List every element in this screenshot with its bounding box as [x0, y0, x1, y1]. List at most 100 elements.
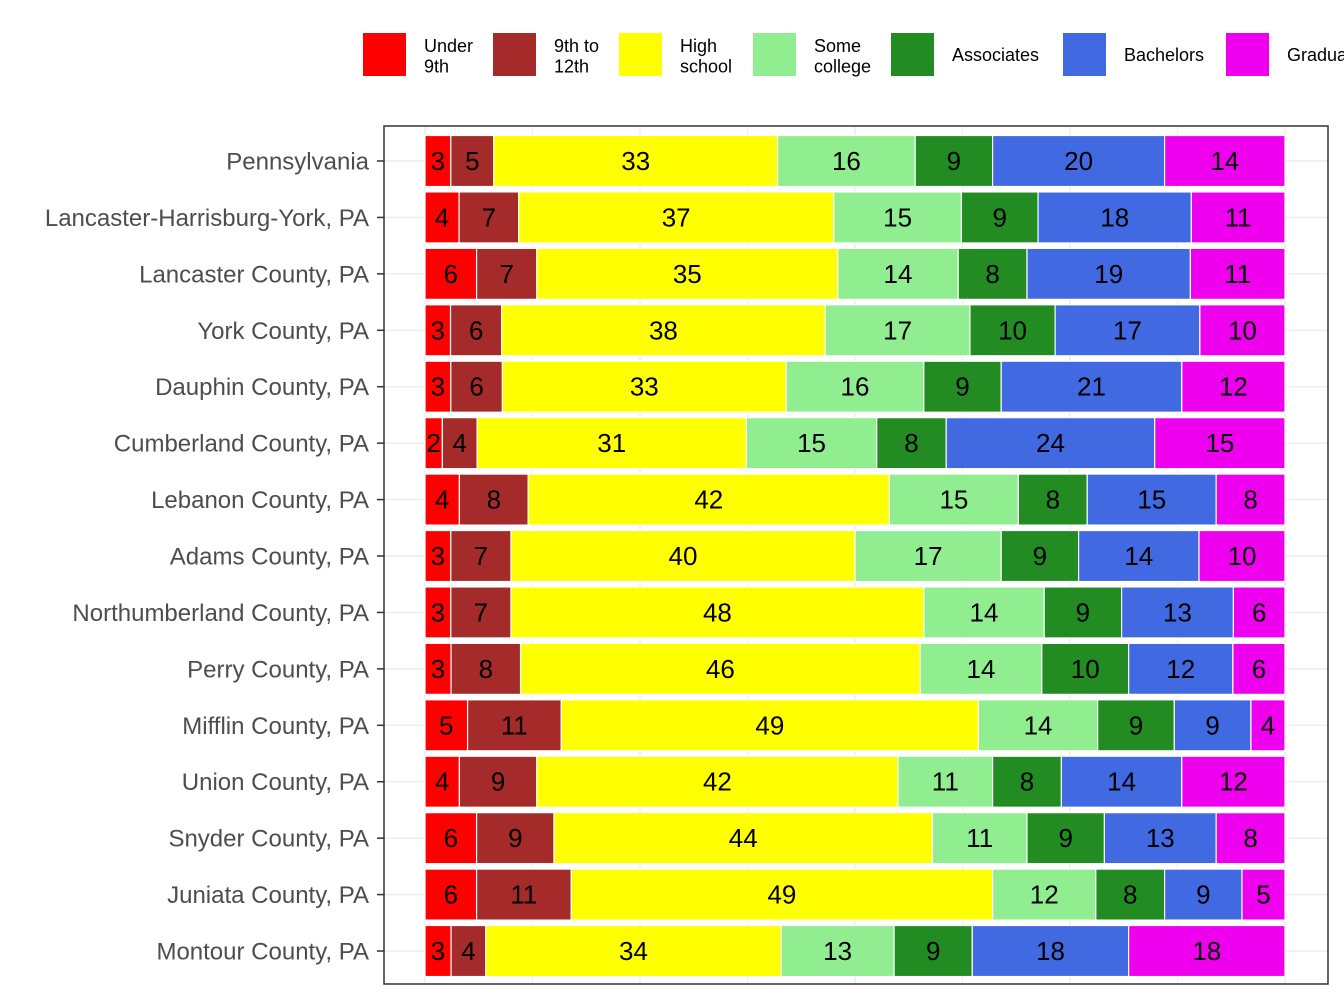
bar-segment — [1041, 642, 1130, 695]
bar-segment — [837, 247, 959, 300]
bar-row-dauphin-county-pa: 3 6 33 16 9 21 12 — [424, 360, 1286, 413]
bar-segment — [501, 304, 826, 357]
data-label: 6 — [1252, 597, 1266, 627]
data-label: 12 — [1166, 654, 1195, 684]
legend-label: Some college — [814, 36, 871, 77]
bar-segment — [776, 134, 916, 188]
bar-segment — [1154, 417, 1286, 470]
bar-segment — [476, 868, 572, 921]
bar-segment — [450, 529, 512, 583]
y-axis: Pennsylvania Lancaster-Harrisburg-York, P… — [45, 149, 384, 966]
bar-segment — [536, 755, 899, 808]
data-label: 4 — [453, 428, 467, 458]
data-label: 15 — [939, 485, 968, 515]
data-label: 7 — [474, 597, 488, 627]
data-label: 2 — [426, 428, 440, 458]
data-label: 42 — [694, 485, 723, 515]
plot-panel: 3 5 33 16 9 20 144 7 37 15 9 18 116 7 35 14 8 19 113 6 38 17 1… — [383, 125, 1329, 985]
bar-segment — [1190, 191, 1286, 244]
bar-segment — [1215, 812, 1286, 865]
panel-border — [383, 125, 1329, 985]
data-label: 35 — [673, 259, 702, 289]
data-label: 4 — [435, 767, 449, 797]
bar-segment — [957, 247, 1028, 300]
data-label: 46 — [706, 654, 735, 684]
data-label: 13 — [823, 936, 852, 966]
data-label: 9 — [491, 767, 505, 797]
legend-label: 9th to 12th — [554, 36, 599, 77]
y-tick-label: York County, PA — [197, 318, 369, 345]
data-label: 3 — [431, 936, 445, 966]
bar-row-lancaster-county-pa: 6 7 35 14 8 19 11 — [424, 247, 1286, 300]
bar-segment — [493, 134, 779, 188]
y-tick-label: Perry County, PA — [187, 656, 369, 683]
bar-row-juniata-county-pa: 6 11 49 12 8 9 5 — [424, 868, 1286, 921]
legend-item: Under 9th — [363, 33, 473, 77]
bar-segment — [424, 191, 460, 244]
legend-item: Bachelors — [1063, 33, 1204, 76]
bar-segment — [923, 360, 1002, 413]
data-label: 3 — [431, 146, 445, 176]
data-label: 33 — [630, 372, 659, 402]
bar-segment — [1128, 924, 1286, 978]
data-label: 7 — [474, 541, 488, 571]
y-tick-label: Mifflin County, PA — [182, 713, 369, 740]
legend-swatch — [753, 33, 796, 76]
data-label: 6 — [1252, 654, 1266, 684]
data-label: 9 — [1129, 710, 1143, 740]
data-label: 15 — [797, 428, 826, 458]
bar-segment — [485, 924, 782, 978]
bar-segment — [960, 191, 1039, 244]
data-label: 14 — [884, 259, 913, 289]
bar-segment — [476, 247, 538, 300]
data-label: 3 — [431, 315, 445, 345]
bar-segment — [1181, 755, 1286, 808]
legend-swatch — [891, 33, 934, 76]
bar-segment — [1199, 304, 1286, 357]
legend-item: Associates — [891, 33, 1039, 76]
bar-segment — [969, 304, 1056, 357]
bar-segment — [1097, 699, 1175, 752]
data-label: 17 — [883, 315, 912, 345]
bar-segment — [1215, 473, 1286, 526]
y-tick-label: Montour County, PA — [156, 939, 369, 966]
data-label: 9 — [947, 146, 961, 176]
bar-segment — [785, 360, 925, 413]
bar-segment — [780, 924, 895, 978]
data-label: 12 — [1030, 880, 1059, 910]
bar-row-lancaster-harrisburg-york-pa: 4 7 37 15 9 18 11 — [424, 191, 1286, 244]
bar-segment — [971, 924, 1130, 978]
bar-segment — [424, 642, 452, 695]
bar-row-cumberland-county-pa: 2 4 31 15 8 24 15 — [424, 417, 1286, 470]
data-label: 12 — [1219, 372, 1248, 402]
data-label: 14 — [1210, 146, 1239, 176]
bar-segment — [1128, 642, 1234, 695]
data-label: 38 — [649, 315, 678, 345]
data-label: 6 — [444, 823, 458, 853]
y-tick-label: Cumberland County, PA — [114, 431, 369, 458]
data-label: 8 — [985, 259, 999, 289]
data-label: 9 — [955, 372, 969, 402]
data-label: 16 — [832, 146, 861, 176]
data-label: 49 — [767, 880, 796, 910]
bar-row-york-county-pa: 3 6 38 17 10 17 10 — [424, 304, 1286, 357]
bar-segment — [449, 304, 503, 357]
bar-segment — [991, 134, 1166, 188]
bar-segment — [1086, 473, 1217, 526]
y-tick-label: Lancaster-Harrisburg-York, PA — [45, 205, 369, 232]
bar-segment — [450, 642, 522, 695]
bar-segment — [854, 529, 1002, 583]
data-label: 20 — [1064, 146, 1093, 176]
data-label: 9 — [993, 202, 1007, 232]
bar-segment — [1120, 586, 1234, 639]
data-label: 14 — [1107, 767, 1136, 797]
bar-segment — [1241, 868, 1286, 921]
bar-segment — [424, 868, 478, 921]
data-label: 6 — [469, 372, 483, 402]
data-label: 11 — [932, 767, 959, 797]
bar-segment — [888, 473, 1020, 526]
bar-segment — [424, 529, 452, 583]
bar-segment — [536, 247, 839, 300]
data-label: 31 — [597, 428, 626, 458]
